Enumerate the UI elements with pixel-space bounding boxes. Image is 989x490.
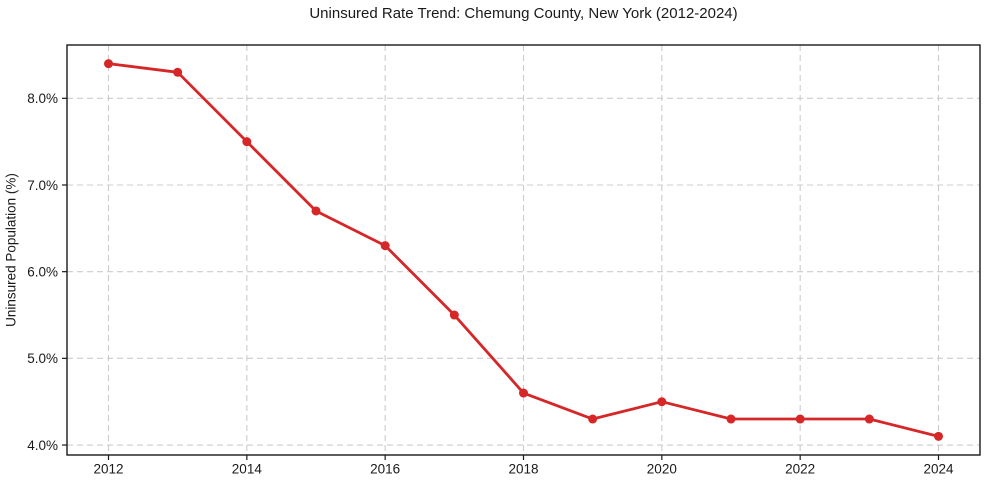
y-tick-label: 5.0%	[27, 351, 58, 366]
data-point-marker	[726, 414, 736, 424]
plot-border	[66, 44, 981, 456]
y-tick-label: 4.0%	[27, 438, 58, 453]
data-point-marker	[242, 137, 252, 147]
data-point-marker	[519, 388, 528, 398]
chart-title: Uninsured Rate Trend: Chemung County, Ne…	[309, 5, 738, 22]
data-point-marker	[380, 241, 390, 251]
y-tick-label: 8.0%	[27, 91, 58, 106]
data-point-marker	[657, 397, 667, 407]
data-point-marker	[864, 414, 874, 424]
x-tick-label: 2018	[508, 462, 538, 477]
data-point-marker	[173, 67, 183, 77]
y-tick-label: 6.0%	[27, 264, 58, 279]
data-point-marker	[104, 59, 113, 69]
data-point-marker	[311, 206, 321, 216]
x-tick-label: 2014	[232, 462, 263, 477]
y-tick-label: 7.0%	[27, 178, 58, 193]
x-tick-label: 2022	[785, 462, 815, 477]
x-tick-label: 2016	[370, 462, 400, 477]
x-tick-label: 2012	[93, 462, 123, 477]
data-point-marker	[449, 310, 459, 320]
data-point-marker	[588, 414, 598, 424]
data-point-marker	[934, 431, 943, 441]
data-point-marker	[795, 414, 805, 424]
x-tick-label: 2024	[923, 462, 954, 477]
x-tick-label: 2020	[647, 462, 677, 477]
